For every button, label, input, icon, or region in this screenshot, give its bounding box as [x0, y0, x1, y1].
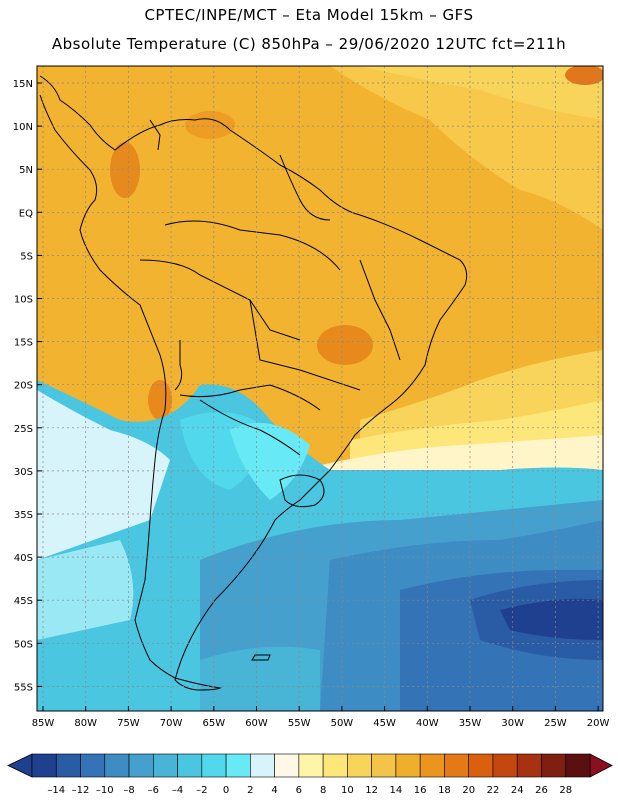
colorbar-swatch	[347, 753, 372, 778]
colorbar-swatch	[565, 753, 591, 778]
colorbar-label: 22	[487, 785, 500, 796]
lat-label: EQ	[19, 208, 33, 219]
colorbar-swatch	[468, 753, 494, 778]
lon-label: 80W	[74, 718, 97, 729]
colorbar-swatch	[444, 753, 469, 778]
lat-label: 45S	[14, 596, 33, 607]
chart-title-line1: CPTEC/INPE/MCT – Eta Model 15km – GFS	[144, 6, 474, 24]
lat-label: 10N	[13, 122, 33, 133]
lat-label: 15N	[13, 79, 33, 90]
coastline	[39, 75, 468, 691]
lat-label: 30S	[14, 467, 33, 478]
colorbar-labels: –14 –12 –10 –8 –6 –4 –2 0 2 4 6 8 10 12 14 16 18 20 22 24 26…	[47, 785, 572, 796]
lat-label: 40S	[14, 553, 33, 564]
latitude-labels: 15N 10N 5N EQ 5S 10S 15S 20S 25S 30S 35S 40S 45S 50S 5…	[13, 79, 42, 693]
colorbar-label: 10	[341, 785, 354, 796]
colorbar-swatch	[55, 753, 81, 778]
colorbar-swatch	[31, 753, 57, 778]
lon-label: 30W	[501, 718, 524, 729]
colorbar-label: 16	[414, 785, 427, 796]
lat-label: 35S	[14, 510, 33, 521]
colorbar-swatch	[371, 753, 397, 778]
lat-label: 50S	[14, 639, 33, 650]
lat-label: 20S	[14, 381, 33, 392]
colorbar-swatch	[419, 753, 445, 778]
colorbar-label: 12	[365, 785, 378, 796]
colorbar-label: 28	[559, 785, 572, 796]
colorbar-label: 20	[462, 785, 475, 796]
lat-lon-grid	[37, 66, 603, 711]
colorbar-label: 8	[320, 785, 326, 796]
lon-label: 25W	[544, 718, 567, 729]
colorbar-swatch	[250, 753, 275, 778]
colorbar-label: 6	[296, 785, 302, 796]
lon-label: 85W	[32, 718, 55, 729]
colorbar-swatch	[492, 753, 518, 778]
colorbar-swatch	[153, 753, 178, 778]
colorbar-swatch	[80, 753, 106, 778]
lon-label: 20W	[587, 718, 610, 729]
colorbar-label: 26	[535, 785, 548, 796]
chart-title-line2: Absolute Temperature (C) 850hPa – 29/06/…	[51, 35, 567, 53]
lat-label: 5N	[19, 165, 33, 176]
lat-label: 5S	[20, 251, 33, 262]
colorbar	[7, 753, 613, 778]
colorbar-label: 4	[271, 785, 277, 796]
lon-label: 65W	[202, 718, 225, 729]
colorbar-swatch	[395, 753, 421, 778]
lon-label: 70W	[160, 718, 183, 729]
colorbar-label: 0	[223, 785, 229, 796]
colorbar-swatch	[104, 753, 130, 778]
colorbar-swatch	[128, 753, 154, 778]
colorbar-label: –12	[72, 785, 90, 796]
lat-label: 10S	[14, 295, 33, 306]
colorbar-label: –10	[96, 785, 114, 796]
longitude-labels: 85W 80W 75W 70W 65W 60W 55W 50W 45W 40W 35W 30W 25W 2…	[32, 706, 610, 729]
lon-label: 60W	[245, 718, 268, 729]
colorbar-swatch	[322, 753, 348, 778]
colorbar-swatch	[225, 753, 251, 778]
lon-label: 75W	[117, 718, 140, 729]
colorbar-label: 18	[438, 785, 451, 796]
colorbar-over-arrow	[589, 753, 613, 778]
colorbar-swatch	[298, 753, 324, 778]
lon-label: 50W	[331, 718, 354, 729]
colorbar-swatch	[541, 753, 567, 778]
colorbar-label: 2	[247, 785, 253, 796]
colorbar-swatch	[201, 753, 227, 778]
lon-label: 45W	[373, 718, 396, 729]
colorbar-label: –6	[148, 785, 159, 796]
lon-label: 55W	[288, 718, 311, 729]
colorbar-label: –4	[172, 785, 183, 796]
lat-label: 15S	[14, 338, 33, 349]
lon-label: 40W	[416, 718, 439, 729]
lat-label: 55S	[14, 682, 33, 693]
colorbar-swatch	[516, 753, 542, 778]
colorbar-label: 14	[390, 785, 403, 796]
colorbar-label: –14	[47, 785, 65, 796]
colorbar-swatch	[177, 753, 203, 778]
colorbar-label: –8	[123, 785, 134, 796]
temperature-field	[37, 66, 603, 711]
colorbar-label: –2	[196, 785, 207, 796]
colorbar-label: 24	[511, 785, 524, 796]
lat-label: 25S	[14, 424, 33, 435]
lon-label: 35W	[459, 718, 482, 729]
colorbar-under-arrow	[7, 753, 33, 778]
colorbar-swatch	[274, 753, 300, 778]
map-frame	[36, 65, 604, 712]
